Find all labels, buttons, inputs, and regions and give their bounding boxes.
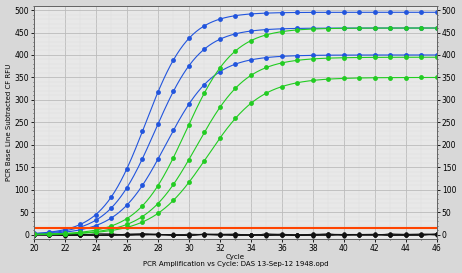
Y-axis label: PCR Base Line Subtracted CF RFU: PCR Base Line Subtracted CF RFU xyxy=(6,64,12,181)
X-axis label: Cycle
PCR Amplification vs Cycle: DAS 13-Sep-12 1948.opd: Cycle PCR Amplification vs Cycle: DAS 13… xyxy=(143,254,328,268)
